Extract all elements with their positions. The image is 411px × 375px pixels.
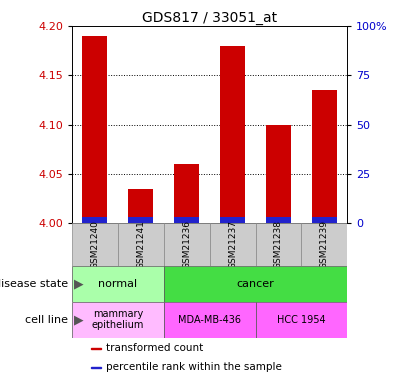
Bar (128, 189, 153, 223)
Bar (164, 266, 347, 302)
Bar (312, 217, 337, 223)
Bar (220, 217, 245, 223)
Title: GDS817 / 33051_at: GDS817 / 33051_at (142, 11, 277, 25)
Text: GSM21241: GSM21241 (136, 220, 145, 269)
Text: disease state: disease state (0, 279, 68, 289)
Bar (312, 90, 337, 223)
Bar (72, 223, 118, 266)
Text: ▶: ▶ (74, 278, 83, 291)
Bar (256, 302, 347, 338)
Text: transformed count: transformed count (106, 344, 203, 354)
Text: percentile rank within the sample: percentile rank within the sample (106, 362, 282, 372)
Bar (256, 223, 301, 266)
Bar (220, 46, 245, 223)
Bar (118, 223, 164, 266)
Bar (266, 125, 291, 223)
Bar (72, 266, 164, 302)
Bar (72, 302, 164, 338)
Bar (164, 302, 256, 338)
Bar (91, 367, 101, 368)
Text: GSM21239: GSM21239 (320, 220, 329, 269)
Text: MDA-MB-436: MDA-MB-436 (178, 315, 241, 325)
Text: GSM21238: GSM21238 (274, 220, 283, 269)
Text: ▶: ▶ (74, 313, 83, 326)
Bar (301, 223, 347, 266)
Bar (82, 217, 108, 223)
Bar (164, 223, 210, 266)
Bar (91, 348, 101, 349)
Bar (82, 36, 108, 223)
Text: normal: normal (98, 279, 137, 289)
Text: mammary
epithelium: mammary epithelium (92, 309, 144, 330)
Text: GSM21240: GSM21240 (90, 220, 99, 269)
Text: HCC 1954: HCC 1954 (277, 315, 326, 325)
Text: cell line: cell line (25, 315, 68, 325)
Text: GSM21236: GSM21236 (182, 220, 191, 269)
Bar (210, 223, 256, 266)
Bar (174, 217, 199, 223)
Text: GSM21237: GSM21237 (228, 220, 237, 269)
Bar (128, 217, 153, 223)
Text: cancer: cancer (237, 279, 275, 289)
Bar (266, 217, 291, 223)
Bar (174, 164, 199, 223)
